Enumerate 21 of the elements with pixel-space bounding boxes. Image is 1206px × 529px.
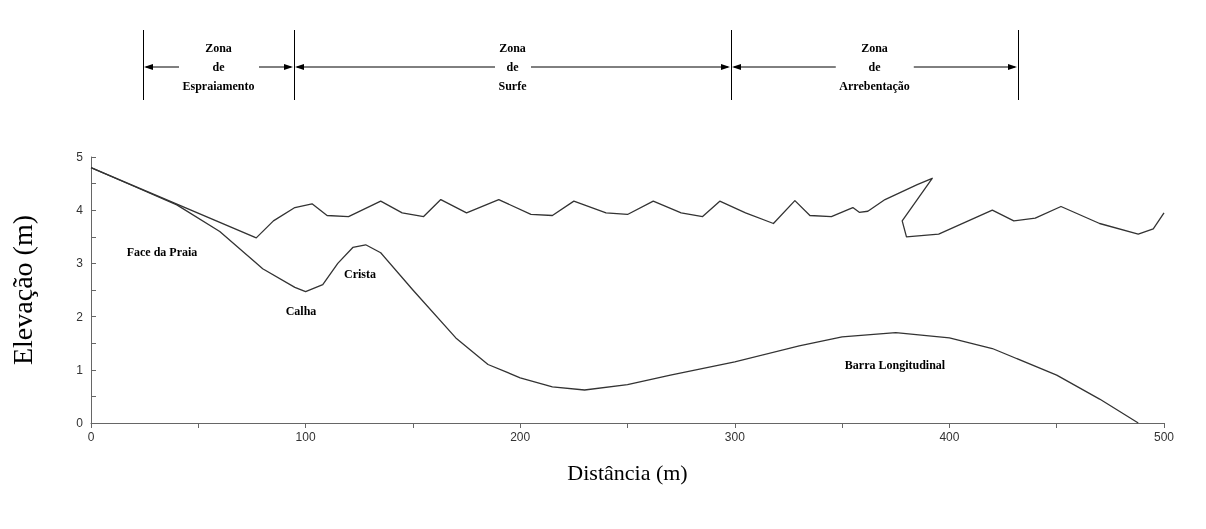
x-tick-label: 0: [87, 430, 95, 444]
x-axis-title: Distância (m): [567, 459, 688, 485]
y-tick-label: 4: [76, 203, 84, 218]
text: Zona de Surfe: [494, 38, 531, 96]
y-tick-label: 2: [76, 309, 84, 324]
y-tick-label: 1: [76, 362, 84, 377]
text: Zona de Arrebentação: [835, 38, 914, 96]
x-tick-label: 200: [510, 430, 531, 444]
annotation: Barra Longitudinal: [843, 356, 947, 374]
x-tick-label: 100: [295, 430, 316, 444]
annotation: Calha: [284, 302, 318, 320]
y-axis-title: Elevação (m): [6, 214, 38, 366]
x-tick-label: 500: [1153, 430, 1175, 444]
annotation: Face da Praia: [125, 243, 199, 261]
text: Zona de Espraiamento: [178, 38, 259, 96]
y-tick-label: 5: [76, 150, 84, 164]
x-tick-label: 300: [724, 430, 746, 444]
y-tick-label: 3: [76, 256, 84, 271]
x-tick-label: 400: [939, 430, 960, 444]
annotation: Crista: [343, 265, 377, 283]
y-tick-label: 0: [76, 416, 84, 430]
